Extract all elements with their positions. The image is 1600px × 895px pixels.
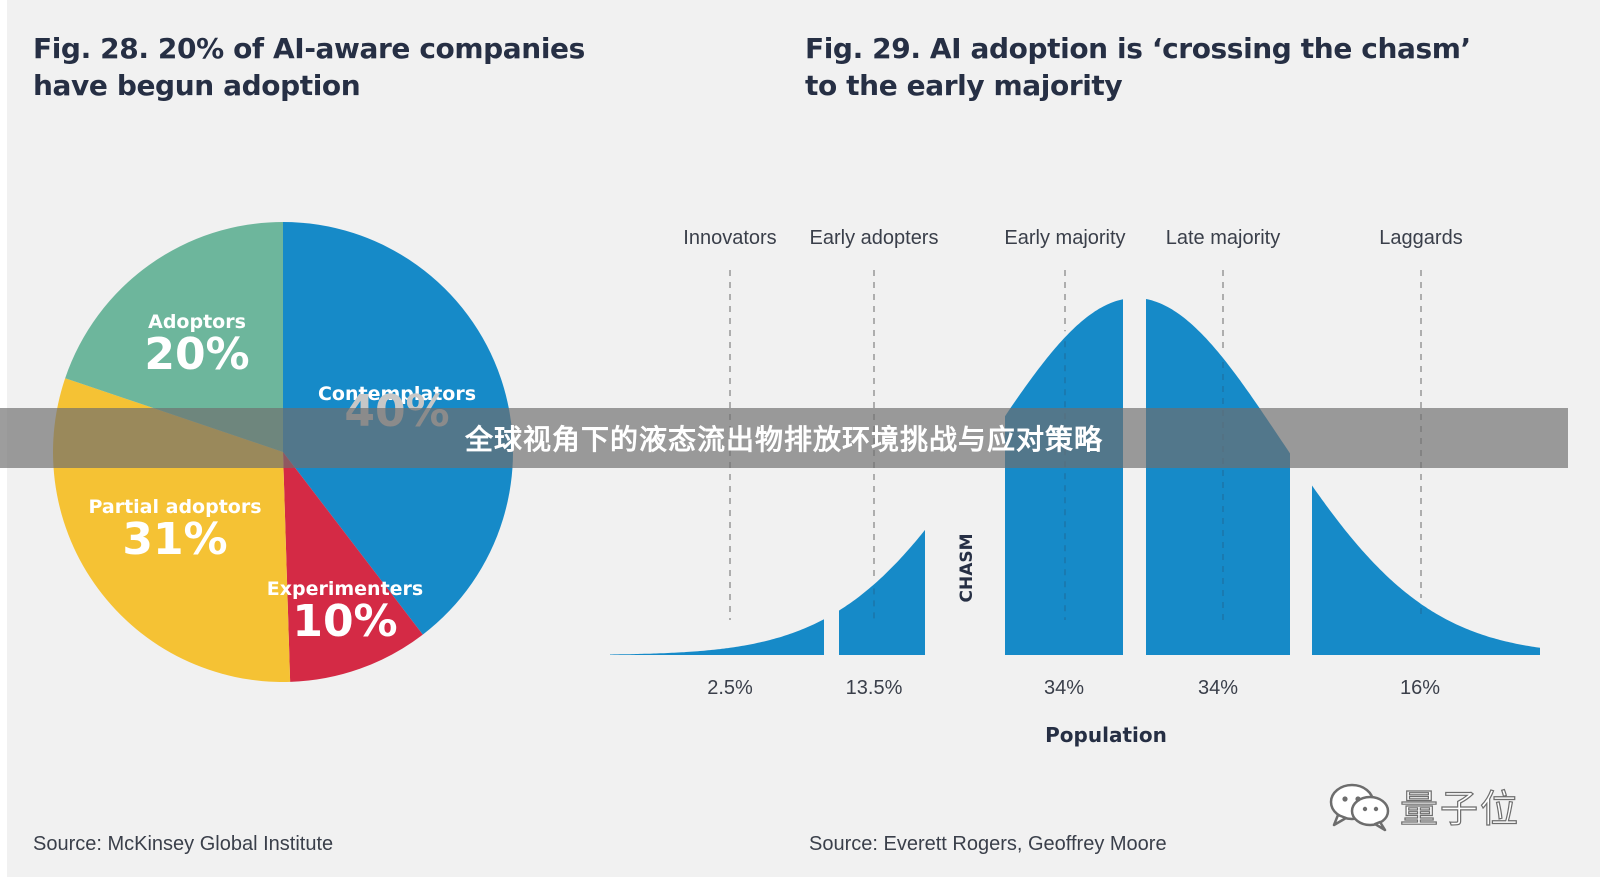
overlay-banner: 全球视角下的液态流出物排放环境挑战与应对策略	[0, 408, 1568, 468]
wechat-icon	[1329, 783, 1390, 831]
pie-label-adoptors: Adoptors	[148, 311, 246, 333]
segment-label-early-adopters: Early adopters	[810, 227, 939, 249]
banner-title: 全球视角下的液态流出物排放环境挑战与应对策略	[464, 423, 1103, 456]
segment-label-innovators: Innovators	[683, 227, 776, 249]
pie-figure-title: Fig. 28. 20% of AI-aware companies have …	[33, 30, 585, 104]
pie-label-contemplators: Contemplators	[318, 383, 476, 405]
curve-segment-late-majority	[1146, 299, 1290, 655]
curve-figure-title: Fig. 29. AI adoption is ‘crossing the ch…	[805, 30, 1471, 104]
segment-label-laggards: Laggards	[1379, 227, 1462, 249]
segment-value-laggards: 16%	[1400, 677, 1440, 699]
segment-label-late-majority: Late majority	[1166, 227, 1281, 249]
curve-source-note: Source: Everett Rogers, Geoffrey Moore	[809, 833, 1167, 855]
watermark-text: 量子位	[1399, 786, 1521, 831]
pie-label-partial-adoptors: Partial adoptors	[88, 496, 261, 518]
pie-title-line-1: Fig. 28. 20% of AI-aware companies	[33, 32, 585, 65]
curve-segment-laggards	[1312, 485, 1540, 655]
watermark: 量子位	[1328, 778, 1520, 833]
x-axis-label: Population	[1045, 723, 1167, 747]
pie-label-experimenters: Experimenters	[267, 578, 423, 600]
segment-value-early-majority: 34%	[1044, 677, 1084, 699]
pie-value-adoptors: 20%	[144, 329, 249, 380]
segment-value-early-adopters: 13.5%	[846, 677, 903, 699]
pie-slice-adoptors	[65, 222, 283, 452]
curve-segment-innovators	[610, 619, 824, 655]
curve-segment-early-majority	[1005, 299, 1123, 655]
curve-title-line-2: to the early majority	[805, 69, 1123, 102]
curve-title-line-1: Fig. 29. AI adoption is ‘crossing the ch…	[805, 32, 1471, 65]
segment-value-innovators: 2.5%	[707, 677, 753, 699]
pie-value-experimenters: 10%	[292, 596, 397, 647]
pie-slice-experimenters	[283, 452, 423, 682]
pie-title-line-2: have begun adoption	[33, 69, 361, 102]
segment-label-early-majority: Early majority	[1004, 227, 1125, 249]
pie-value-partial-adoptors: 31%	[122, 514, 227, 565]
segment-value-late-majority: 34%	[1198, 677, 1238, 699]
chasm-label: CHASM	[957, 533, 977, 602]
pie-source-note: Source: McKinsey Global Institute	[33, 833, 334, 855]
curve-segment-early-adopters	[839, 529, 925, 655]
